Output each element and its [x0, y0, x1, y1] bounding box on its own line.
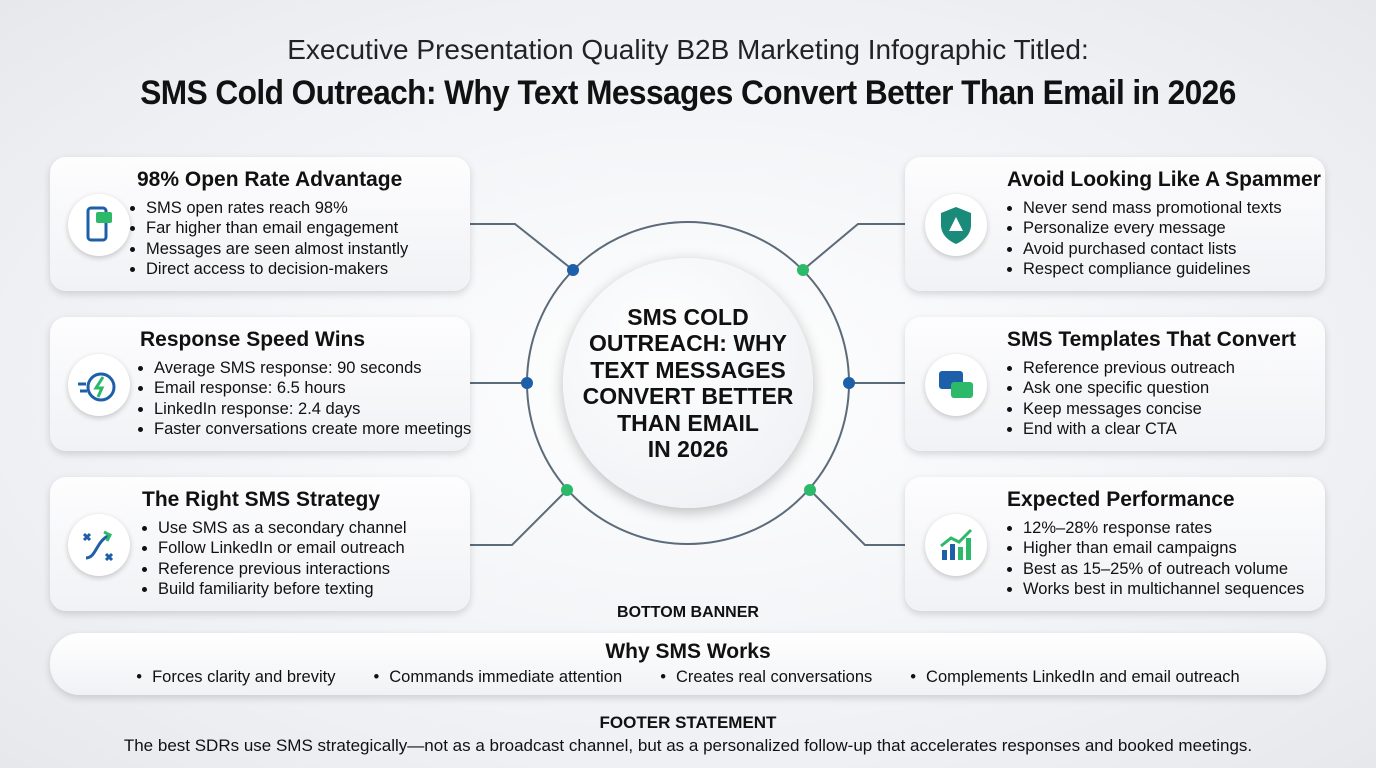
- card: 98% Open Rate Advantage SMS open rates re…: [50, 157, 470, 291]
- dots: [521, 264, 855, 496]
- bullet: Average SMS response: 90 seconds: [154, 358, 471, 378]
- title: SMS Cold Outreach: Why Text Messages Con…: [140, 74, 1236, 112]
- bullet: Messages are seen almost instantly: [146, 239, 408, 259]
- center-line: THAN EMAIL: [617, 409, 759, 436]
- connector: [470, 489, 568, 546]
- bullet: Use SMS as a secondary channel: [158, 518, 407, 538]
- card: Avoid Looking Like A Spammer Never send m…: [905, 157, 1325, 291]
- bullet: Far higher than email engagement: [146, 218, 408, 238]
- card: The Right SMS Strategy Use SMS as a secon…: [50, 477, 470, 611]
- bullet: Ask one specific question: [1023, 378, 1235, 398]
- card: SMS Templates That Convert Reference prev…: [905, 317, 1325, 451]
- bullet: Build familiarity before texting: [158, 579, 407, 599]
- card-bullets: Average SMS response: 90 secondsEmail re…: [138, 358, 471, 439]
- card-title: Expected Performance: [1007, 488, 1235, 511]
- bullet: Reference previous interactions: [158, 559, 407, 579]
- connector: [802, 223, 905, 271]
- bullet: Personalize every message: [1023, 218, 1282, 238]
- banner-item: Commands immediate attention: [373, 668, 622, 687]
- card-title: Response Speed Wins: [140, 328, 366, 351]
- card-icon: [925, 354, 987, 416]
- icon: [78, 372, 116, 402]
- bullet: Works best in multichannel sequences: [1023, 579, 1304, 599]
- banner-label: BOTTOM BANNER: [617, 604, 759, 621]
- bullet: Higher than email campaigns: [1023, 538, 1304, 558]
- card-icon: [68, 354, 130, 416]
- card-bullets: SMS open rates reach 98%Far higher than …: [130, 198, 408, 279]
- footer-label: FOOTER STATEMENT: [599, 713, 777, 732]
- bullet: Best as 15–25% of outreach volume: [1023, 559, 1304, 579]
- card-bullets: Reference previous outreachAsk one speci…: [1007, 358, 1235, 439]
- subtitle: Executive Presentation Quality B2B Marke…: [287, 34, 1089, 65]
- bottom-banner: Why SMS Works Forces clarity and brevity…: [50, 633, 1326, 695]
- bullet: End with a clear CTA: [1023, 419, 1235, 439]
- center-line: IN 2026: [647, 436, 729, 462]
- card: Response Speed Wins Average SMS response:…: [50, 317, 471, 451]
- card-title: SMS Templates That Convert: [1007, 328, 1296, 351]
- bullet: 12%–28% response rates: [1023, 518, 1304, 538]
- icon: [941, 207, 971, 244]
- card-icon: [68, 514, 130, 576]
- bullet: Respect compliance guidelines: [1023, 259, 1282, 279]
- center-line: CONVERT BETTER: [582, 383, 794, 409]
- connector: [470, 223, 574, 271]
- card-bullets: Never send mass promotional textsPersona…: [1007, 198, 1282, 279]
- bullet: Reference previous outreach: [1023, 358, 1235, 378]
- icon: [939, 371, 973, 398]
- icon: [82, 530, 114, 562]
- card-icon: [925, 514, 987, 576]
- card-icon: [68, 194, 130, 256]
- banner-item: Complements LinkedIn and email outreach: [910, 668, 1240, 687]
- banner-item: Creates real conversations: [660, 668, 872, 687]
- card-title: Avoid Looking Like A Spammer: [1007, 168, 1321, 191]
- bullet: Email response: 6.5 hours: [154, 378, 471, 398]
- bullet: SMS open rates reach 98%: [146, 198, 408, 218]
- bullet: Follow LinkedIn or email outreach: [158, 538, 407, 558]
- bullet: Direct access to decision-makers: [146, 259, 408, 279]
- banner-item: Forces clarity and brevity: [136, 668, 335, 687]
- card-bullets: Use SMS as a secondary channelFollow Lin…: [142, 518, 407, 599]
- icon: [86, 206, 112, 242]
- center-line: SMS COLD: [627, 303, 749, 330]
- center-line: OUTREACH: WHY: [588, 330, 788, 356]
- card-title: The Right SMS Strategy: [142, 488, 381, 511]
- card-bullets: 12%–28% response ratesHigher than email …: [1007, 518, 1304, 599]
- bullet: Faster conversations create more meeting…: [154, 419, 471, 439]
- center-circle: SMS COLD OUTREACH: WHY TEXT MESSAGES CONVER…: [563, 258, 813, 508]
- connector: [809, 489, 905, 546]
- card-icon: [925, 194, 987, 256]
- card: Expected Performance 12%–28% response rat…: [905, 477, 1325, 611]
- icon: [940, 528, 973, 560]
- card-title: 98% Open Rate Advantage: [137, 168, 403, 191]
- bullet: Never send mass promotional texts: [1023, 198, 1282, 218]
- bullet: Avoid purchased contact lists: [1023, 239, 1282, 259]
- footer-text: The best SDRs use SMS strategically—not …: [123, 736, 1253, 755]
- bullet: Keep messages concise: [1023, 399, 1235, 419]
- bullet: LinkedIn response: 2.4 days: [154, 399, 471, 419]
- center-line: TEXT MESSAGES: [590, 356, 786, 383]
- banner-title: Why SMS Works: [605, 640, 771, 663]
- banner-items: Forces clarity and brevity Commands immed…: [50, 668, 1326, 687]
